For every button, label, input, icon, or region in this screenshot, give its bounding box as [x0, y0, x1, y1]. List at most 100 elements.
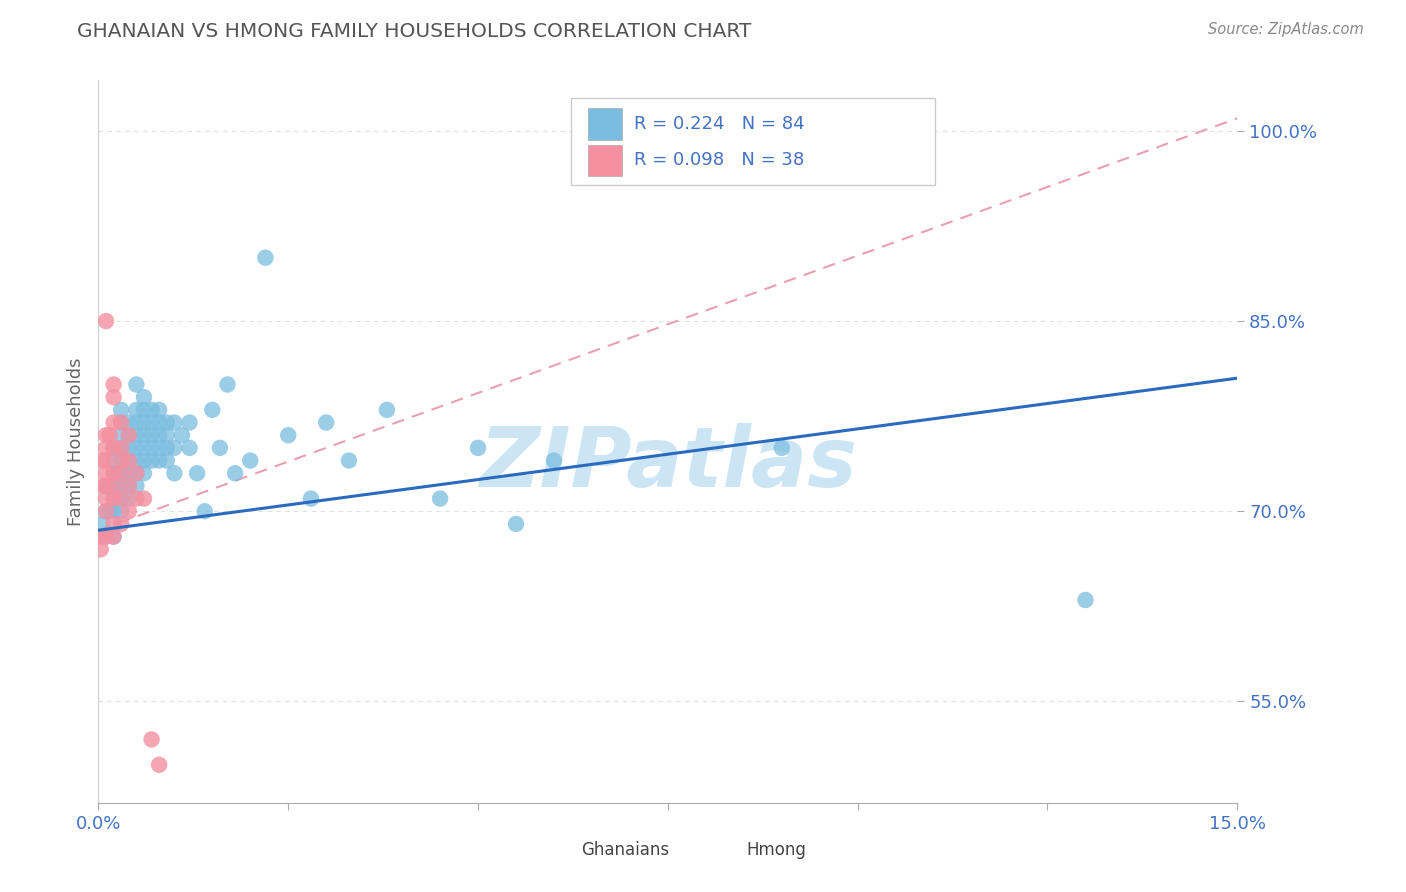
- Point: [132, 441, 155, 455]
- Point: [118, 453, 141, 467]
- Point: [467, 441, 489, 455]
- Point: [103, 504, 125, 518]
- Point: [125, 441, 148, 455]
- Point: [125, 491, 148, 506]
- Point: [94, 441, 117, 455]
- Point: [118, 504, 141, 518]
- Point: [208, 441, 231, 455]
- Bar: [554, 840, 575, 857]
- Point: [103, 491, 125, 506]
- Text: R = 0.098   N = 38: R = 0.098 N = 38: [634, 152, 804, 169]
- Point: [125, 377, 148, 392]
- Point: [110, 491, 132, 506]
- Point: [254, 251, 277, 265]
- Point: [224, 467, 246, 481]
- Point: [118, 479, 141, 493]
- Point: [110, 467, 132, 481]
- Point: [118, 453, 141, 467]
- Point: [132, 402, 155, 417]
- Point: [132, 453, 155, 467]
- Point: [118, 467, 141, 481]
- Point: [98, 428, 121, 442]
- Point: [179, 416, 201, 430]
- Text: R = 0.224   N = 84: R = 0.224 N = 84: [634, 115, 804, 133]
- Point: [141, 416, 163, 430]
- Point: [103, 416, 125, 430]
- Point: [148, 453, 170, 467]
- Point: [148, 441, 170, 455]
- Point: [141, 441, 163, 455]
- Point: [125, 416, 148, 430]
- Point: [375, 402, 398, 417]
- Point: [299, 491, 322, 506]
- Point: [125, 453, 148, 467]
- Point: [94, 479, 117, 493]
- Point: [110, 441, 132, 455]
- Point: [194, 504, 217, 518]
- Point: [94, 530, 117, 544]
- Point: [217, 377, 239, 392]
- Point: [103, 530, 125, 544]
- Point: [94, 530, 117, 544]
- Point: [163, 467, 186, 481]
- Point: [103, 479, 125, 493]
- Point: [132, 428, 155, 442]
- Point: [94, 467, 117, 481]
- Point: [429, 491, 451, 506]
- Point: [110, 416, 132, 430]
- Point: [90, 542, 112, 557]
- Point: [170, 428, 193, 442]
- Point: [98, 479, 121, 493]
- Point: [186, 467, 208, 481]
- Text: Source: ZipAtlas.com: Source: ZipAtlas.com: [1208, 22, 1364, 37]
- Text: ZIPatlas: ZIPatlas: [479, 423, 856, 504]
- Point: [110, 453, 132, 467]
- Y-axis label: Family Households: Family Households: [66, 358, 84, 525]
- Point: [201, 402, 224, 417]
- Point: [543, 453, 565, 467]
- Point: [148, 757, 170, 772]
- Point: [141, 428, 163, 442]
- Point: [110, 441, 132, 455]
- Point: [118, 479, 141, 493]
- Point: [94, 453, 117, 467]
- Point: [91, 453, 114, 467]
- Point: [239, 453, 262, 467]
- Point: [118, 428, 141, 442]
- Point: [118, 416, 141, 430]
- Point: [148, 428, 170, 442]
- Point: [98, 504, 121, 518]
- Point: [103, 467, 125, 481]
- Point: [277, 428, 299, 442]
- Text: Hmong: Hmong: [747, 841, 806, 860]
- Point: [103, 441, 125, 455]
- Point: [132, 416, 155, 430]
- Point: [103, 491, 125, 506]
- Point: [118, 491, 141, 506]
- Point: [132, 467, 155, 481]
- Point: [156, 453, 179, 467]
- Point: [337, 453, 360, 467]
- Point: [156, 428, 179, 442]
- Point: [110, 479, 132, 493]
- Point: [110, 453, 132, 467]
- Point: [94, 491, 117, 506]
- Text: GHANAIAN VS HMONG FAMILY HOUSEHOLDS CORRELATION CHART: GHANAIAN VS HMONG FAMILY HOUSEHOLDS CORR…: [77, 22, 752, 41]
- Point: [315, 416, 337, 430]
- Point: [148, 416, 170, 430]
- Point: [770, 441, 793, 455]
- Point: [118, 428, 141, 442]
- Point: [94, 504, 117, 518]
- Point: [110, 402, 132, 417]
- Point: [163, 441, 186, 455]
- Point: [103, 390, 125, 404]
- Point: [505, 516, 527, 531]
- Point: [141, 453, 163, 467]
- Point: [1074, 593, 1097, 607]
- Point: [163, 416, 186, 430]
- Point: [110, 467, 132, 481]
- FancyBboxPatch shape: [571, 98, 935, 185]
- Point: [110, 491, 132, 506]
- Point: [125, 428, 148, 442]
- Point: [125, 479, 148, 493]
